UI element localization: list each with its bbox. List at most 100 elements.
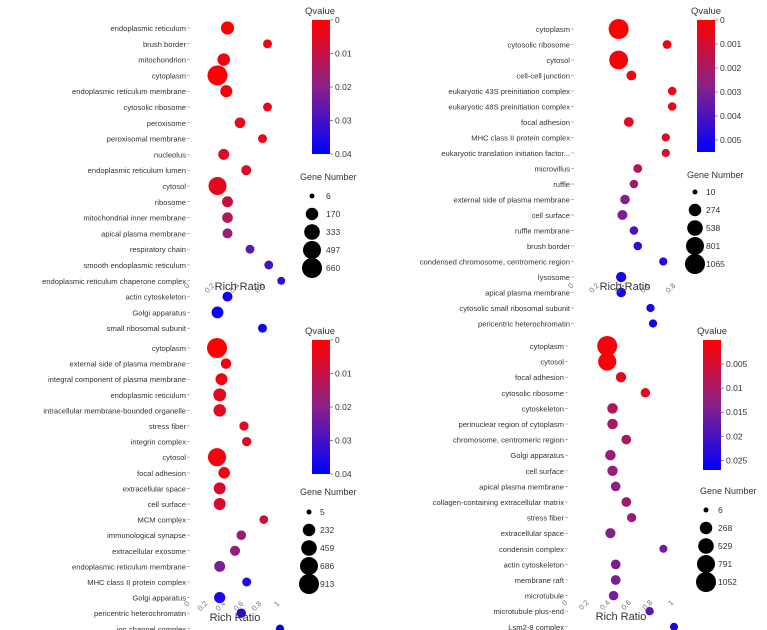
- gene-number-title: Gene Number: [700, 486, 757, 496]
- panel-3: cytoplasm external side of plasma membran…: [43, 326, 357, 630]
- x-axis-label: Rich Ratio: [215, 281, 266, 293]
- x-axis-label: Rich Ratio: [600, 281, 651, 293]
- term-label: eukaryotic 48S preinitiation complex: [448, 103, 570, 112]
- term-label: ion channel complex: [117, 625, 186, 630]
- term-label: cytosol: [162, 453, 186, 462]
- term-label: actin cytoskeleton: [126, 293, 186, 302]
- data-point: [222, 228, 233, 239]
- qvalue-tick-label: 0: [335, 335, 340, 345]
- data-point: [621, 497, 632, 507]
- term-label: Golgi apparatus: [510, 451, 564, 460]
- data-point: [213, 498, 226, 510]
- term-label: Golgi apparatus: [132, 308, 186, 317]
- qvalue-tick-label: 0.002: [720, 63, 742, 73]
- qvalue-colorbar: [312, 20, 330, 154]
- size-legend-label: 801: [706, 241, 720, 251]
- term-label: integrin complex: [131, 438, 186, 447]
- data-point: [661, 133, 670, 142]
- data-point: [213, 388, 227, 402]
- size-legend-label: 170: [326, 209, 340, 219]
- data-point: [659, 544, 668, 553]
- qvalue-tick-label: 0.005: [720, 135, 742, 145]
- qvalue-tick-label: 0.02: [335, 82, 352, 92]
- term-label: cytosolic ribosome: [508, 41, 570, 50]
- size-legend-dot: [299, 574, 319, 594]
- term-label: actin cytoskeleton: [504, 560, 564, 569]
- qvalue-tick-label: 0.03: [335, 116, 352, 126]
- qvalue-tick-label: 0.015: [726, 407, 748, 417]
- term-label: focal adhesion: [521, 118, 570, 127]
- size-legend-label: 459: [320, 543, 334, 553]
- term-label: Golgi apparatus: [132, 594, 186, 603]
- data-point: [220, 85, 233, 98]
- data-point: [214, 592, 226, 604]
- qvalue-tick-label: 0.001: [720, 39, 742, 49]
- term-label: cell surface: [526, 467, 564, 476]
- size-legend-dot: [300, 557, 318, 575]
- data-point: [626, 70, 637, 81]
- x-tick-label: 0.6: [619, 598, 633, 612]
- data-point: [263, 102, 272, 112]
- term-label: apical plasma membrane: [479, 482, 564, 491]
- size-legend-label: 791: [718, 559, 732, 569]
- qvalue-colorbar: [697, 20, 715, 152]
- data-point: [217, 53, 231, 66]
- size-legend-label: 497: [326, 245, 340, 255]
- x-tick-label: 0.2: [196, 599, 210, 613]
- qvalue-tick-label: 0.005: [726, 359, 748, 369]
- data-point: [661, 148, 670, 158]
- term-label: smooth endoplasmic reticulum: [83, 261, 186, 270]
- term-label: brush border: [527, 242, 571, 251]
- size-legend-dot: [685, 254, 705, 274]
- data-point: [608, 19, 629, 39]
- qvalue-title: Qvalue: [697, 326, 727, 337]
- x-tick-label: 1: [272, 599, 281, 608]
- size-legend-dot: [686, 237, 704, 255]
- term-label: focal adhesion: [137, 469, 186, 478]
- size-legend-dot: [687, 220, 703, 236]
- data-point: [258, 323, 267, 333]
- term-label: cytoplasm: [536, 25, 570, 34]
- data-point: [220, 358, 232, 369]
- size-legend-dot: [698, 538, 714, 554]
- data-point: [669, 622, 679, 630]
- qvalue-colorbar: [312, 340, 330, 474]
- term-label: cytoskeleton: [522, 404, 564, 413]
- term-label: perinuclear region of cytoplasm: [458, 420, 564, 429]
- size-legend-dot: [302, 258, 322, 278]
- data-point: [222, 196, 233, 208]
- size-legend-dot: [303, 241, 321, 259]
- term-label: mitochondrial inner membrane: [83, 214, 186, 223]
- term-label: membrane raft: [515, 576, 565, 585]
- term-label: cell-cell junction: [516, 72, 570, 81]
- term-label: cytosolic small ribosomal subunit: [459, 304, 570, 313]
- term-label: cytoplasm: [152, 344, 186, 353]
- term-label: cell surface: [532, 211, 570, 220]
- data-point: [620, 194, 630, 205]
- data-point: [211, 306, 224, 319]
- term-label: microtubule: [525, 592, 564, 601]
- term-label: ruffle: [553, 180, 570, 189]
- data-point: [615, 372, 627, 383]
- data-point: [239, 421, 249, 431]
- term-label: extracellular space: [123, 484, 186, 493]
- term-label: respiratory chain: [130, 245, 186, 254]
- data-point: [259, 515, 269, 524]
- term-label: endoplasmic reticulum: [110, 24, 186, 33]
- gene-number-title: Gene Number: [687, 170, 744, 180]
- data-point: [236, 608, 246, 618]
- term-label: mitochondrion: [138, 56, 186, 65]
- size-legend-dot: [696, 572, 716, 592]
- term-label: focal adhesion: [515, 373, 564, 382]
- data-point: [633, 164, 643, 173]
- size-legend-dot: [688, 203, 702, 217]
- qvalue-tick-label: 0.03: [335, 436, 352, 446]
- qvalue-tick-label: 0.04: [335, 149, 352, 159]
- term-label: condensed chromosome, centromeric region: [420, 258, 570, 267]
- term-label: ruffle membrane: [515, 227, 570, 236]
- data-point: [645, 606, 654, 616]
- term-label: extracellular space: [501, 529, 564, 538]
- data-point: [213, 404, 226, 417]
- term-label: small ribosomal subunit: [107, 324, 187, 333]
- size-legend-dot: [306, 509, 312, 515]
